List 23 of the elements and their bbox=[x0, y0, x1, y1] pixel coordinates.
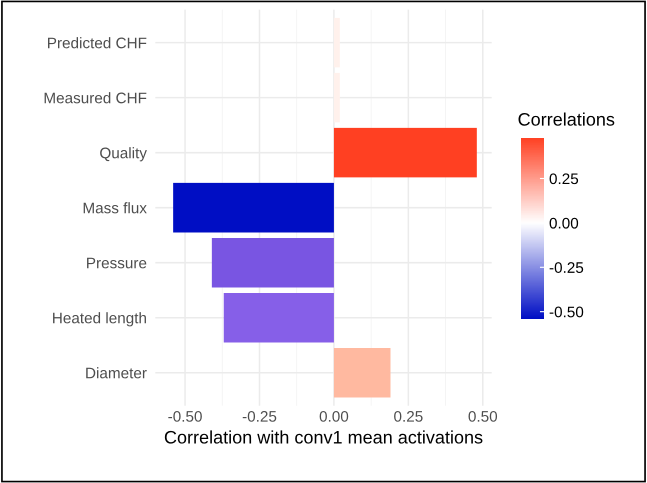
color-bar-label: -0.25 bbox=[550, 262, 584, 273]
color-bar-label: -0.50 bbox=[550, 306, 584, 318]
bar bbox=[224, 292, 334, 342]
bar bbox=[334, 128, 477, 178]
y-tick-label: Pressure bbox=[87, 258, 146, 268]
x-axis-title: Correlation with conv1 mean activations bbox=[164, 430, 482, 444]
color-bar-label: 0.25 bbox=[550, 173, 578, 184]
bar bbox=[212, 238, 334, 288]
legend-title: Correlations bbox=[518, 112, 614, 126]
bar bbox=[173, 182, 334, 232]
y-tick-label: Predicted CHF bbox=[48, 37, 146, 48]
y-tick-label: Measured CHF bbox=[44, 92, 146, 104]
x-tick-label: 0.25 bbox=[394, 410, 423, 422]
bar bbox=[334, 348, 390, 398]
y-tick-label: Heated length bbox=[53, 312, 146, 326]
y-tick-label: Diameter bbox=[86, 367, 147, 378]
color-bar-label: 0.00 bbox=[550, 218, 578, 229]
y-tick-label: Mass flux bbox=[84, 202, 147, 214]
x-tick-label: 0.50 bbox=[468, 410, 498, 422]
x-tick-label: -0.50 bbox=[168, 410, 202, 422]
x-tick-label: -0.25 bbox=[242, 410, 276, 422]
y-tick-label: Quality bbox=[100, 147, 147, 162]
x-tick-label: 0.00 bbox=[320, 410, 348, 422]
